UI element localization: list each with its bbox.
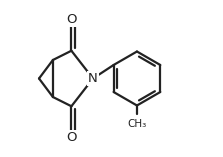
Text: CH₃: CH₃	[127, 119, 147, 129]
Text: N: N	[88, 72, 98, 85]
Text: O: O	[66, 13, 77, 26]
Text: O: O	[66, 131, 77, 144]
